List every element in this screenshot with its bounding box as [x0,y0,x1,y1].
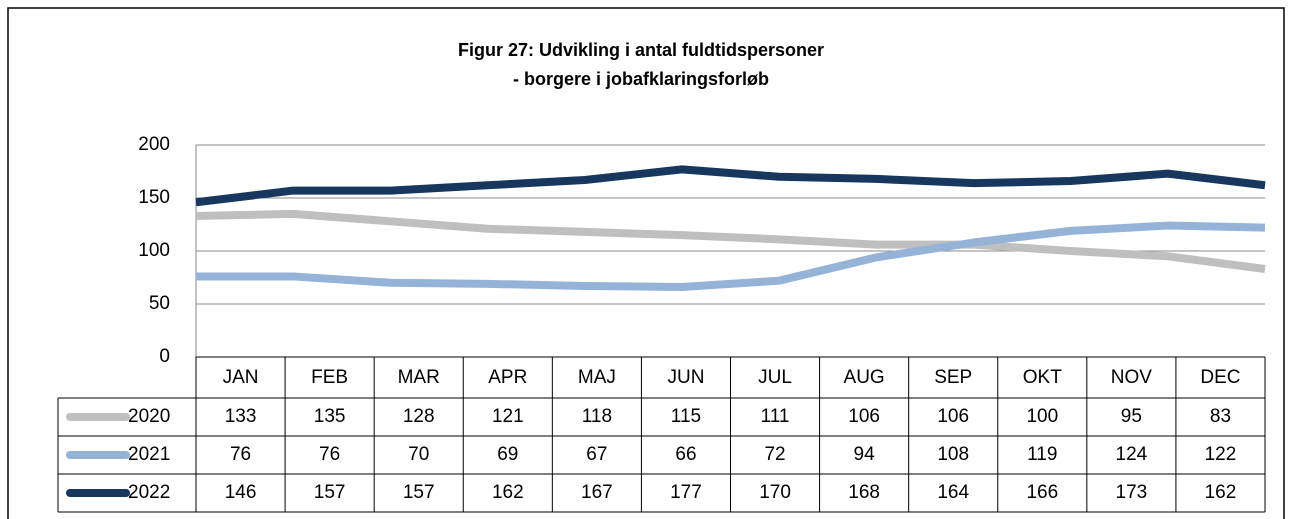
table-value: 106 [848,406,880,427]
table-value: 70 [408,444,429,465]
table-value: 157 [314,482,346,503]
table-value: 133 [225,406,257,427]
y-tick-label: 100 [138,240,170,261]
x-tick-label: MAJ [578,367,616,388]
table-value: 69 [497,444,518,465]
table-value: 121 [492,406,524,427]
x-tick-label: SEP [934,367,972,388]
table-value: 100 [1026,406,1058,427]
table-value: 162 [492,482,524,503]
x-tick-label: NOV [1111,367,1153,388]
y-tick-label: 200 [138,134,170,155]
table-value: 128 [403,406,435,427]
chart-border [7,7,1285,519]
table-value: 119 [1027,444,1057,465]
table-value: 76 [319,444,340,465]
table-value: 162 [1205,482,1237,503]
table-value: 95 [1121,406,1142,427]
x-tick-label: JUL [758,367,792,388]
chart-title: Figur 27: Udvikling i antal fuldtidspers… [458,40,824,60]
table-value: 135 [314,406,346,427]
series-line [195,209,1266,273]
table-value: 157 [403,482,435,503]
x-tick-label: DEC [1200,367,1240,388]
x-tick-label: JUN [667,367,704,388]
table-value: 118 [582,406,612,427]
series-line [195,165,1266,207]
y-tick-label: 0 [159,346,170,367]
table-value: 164 [937,482,969,503]
series-line [196,221,1266,292]
table-value: 124 [1116,444,1148,465]
x-tick-label: FEB [311,367,348,388]
table-value: 173 [1116,482,1148,503]
x-tick-label: AUG [844,367,885,388]
table-value: 122 [1205,444,1237,465]
table-value: 66 [675,444,696,465]
x-tick-label: OKT [1023,367,1062,388]
table-value: 76 [230,444,251,465]
table-value: 170 [759,482,791,503]
legend-label: 2022 [128,482,170,503]
table-value: 94 [854,444,876,465]
table-value: 111 [761,406,790,427]
table-value: 166 [1026,482,1058,503]
chart-subtitle: - borgere i jobafklaringsforløb [513,69,769,89]
table-value: 72 [764,444,785,465]
table-value: 83 [1210,406,1231,427]
table-value: 177 [670,482,702,503]
x-tick-label: JAN [223,367,259,388]
table-value: 168 [848,482,880,503]
table-value: 108 [937,444,969,465]
table-value: 115 [671,406,701,427]
y-tick-label: 150 [138,187,170,208]
legend-label: 2020 [128,406,170,427]
y-tick-label: 50 [149,293,170,314]
x-tick-label: MAR [398,367,440,388]
table-value: 67 [586,444,607,465]
legend-label: 2021 [128,444,170,465]
table-value: 167 [581,482,613,503]
table-value: 146 [225,482,257,503]
table-value: 106 [937,406,969,427]
x-tick-label: APR [488,367,527,388]
